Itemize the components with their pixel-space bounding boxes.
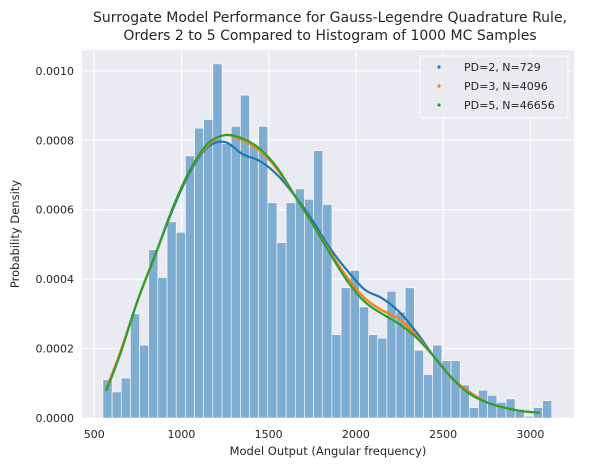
histogram-bar: [377, 337, 388, 419]
legend-marker: [437, 65, 441, 69]
histogram-bar: [331, 334, 342, 419]
legend: PD=2, N=729 PD=3, N=4096 PD=5, N=46656: [419, 55, 569, 119]
legend-label: PD=5, N=46656: [464, 99, 555, 112]
histogram-bar: [414, 350, 424, 419]
histogram-bar: [322, 204, 333, 419]
histogram-bar: [386, 290, 397, 419]
legend-label: PD=2, N=729: [464, 61, 541, 74]
histogram-bar: [185, 155, 195, 419]
chart-subtitle: Orders 2 to 5 Compared to Histogram of 1…: [123, 28, 536, 44]
histogram-bar: [130, 313, 140, 419]
histogram-bar: [459, 384, 470, 419]
histogram-bar: [276, 242, 287, 419]
histogram-bar: [230, 126, 241, 419]
histogram-bar: [478, 389, 488, 419]
legend-box: [419, 55, 569, 119]
series-lines: [105, 133, 541, 414]
histogram-bars: [102, 63, 553, 419]
legend-label: PD=3, N=4096: [464, 80, 548, 93]
y-tick-label: 0.0010: [36, 65, 75, 78]
histogram-bar: [404, 287, 415, 419]
x-tick-label: 500: [84, 428, 105, 441]
histogram-bar: [175, 231, 186, 419]
x-tick-label: 3000: [516, 428, 544, 441]
y-tick-label: 0.0006: [36, 204, 75, 217]
histogram-bar: [368, 334, 379, 419]
y-tick-label: 0.0002: [36, 343, 75, 356]
histogram-bar: [487, 395, 498, 419]
histogram-bar: [469, 407, 479, 419]
histogram-bar: [542, 400, 553, 419]
x-tick-label: 1500: [255, 428, 283, 441]
legend-marker: [437, 84, 441, 88]
x-tick-labels: 500 1000 1500 2000 2500 3000: [84, 428, 545, 441]
histogram-bar: [148, 249, 159, 419]
histogram-bar: [523, 415, 534, 419]
y-tick-label: 0.0000: [36, 412, 75, 425]
histogram-bar: [194, 127, 204, 419]
histogram-bar: [139, 344, 150, 419]
histogram-bar: [496, 402, 507, 419]
histogram-bar: [359, 306, 369, 419]
y-tick-labels: 0.0000 0.0002 0.0004 0.0006 0.0008 0.0010: [36, 65, 75, 425]
chart-title: Surrogate Model Performance for Gauss-Le…: [93, 10, 567, 26]
x-tick-label: 2000: [342, 428, 370, 441]
histogram-bar: [340, 287, 351, 419]
histogram-bar: [166, 221, 177, 419]
histogram-bar: [423, 374, 433, 419]
histogram-bar: [221, 143, 232, 419]
histogram-bar: [285, 202, 296, 419]
x-axis-label: Model Output (Angular frequency): [230, 444, 427, 458]
histogram-bar: [249, 145, 259, 419]
histogram-bar: [157, 277, 168, 419]
y-axis-label: Probability Density: [8, 180, 22, 288]
histogram-bar: [267, 202, 278, 419]
histogram-bar: [304, 198, 314, 419]
histogram-bar: [111, 391, 122, 419]
histogram-bar: [120, 377, 131, 419]
histogram-bar: [450, 360, 461, 419]
histogram-bar: [294, 188, 305, 419]
legend-marker: [437, 103, 441, 107]
y-tick-label: 0.0008: [36, 134, 75, 147]
histogram-bar: [514, 409, 525, 419]
y-tick-label: 0.0004: [36, 273, 75, 286]
histogram-bar: [212, 63, 223, 419]
histogram-bar: [258, 126, 269, 419]
x-tick-label: 2500: [429, 428, 457, 441]
x-tick-label: 1000: [167, 428, 195, 441]
histogram-bar: [313, 150, 324, 419]
series-line: [105, 133, 541, 414]
histogram-bar: [203, 119, 214, 419]
